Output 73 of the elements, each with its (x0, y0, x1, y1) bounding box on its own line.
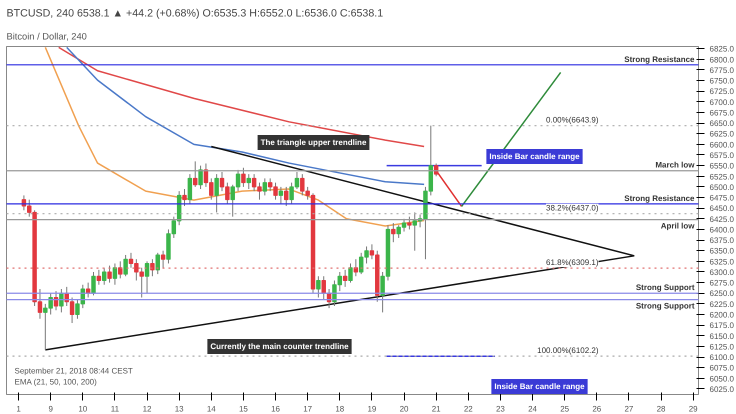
y-tick-label: 6750.0 (710, 76, 735, 86)
x-tick-label: 24 (528, 404, 538, 414)
y-tick-label: 6600.0 (710, 140, 735, 150)
ref-line-label: March low (655, 160, 696, 170)
y-tick-label: 6125.0 (710, 342, 735, 352)
ref-line-label: 61.8%(6309.1) (546, 258, 599, 268)
x-tick-label: 12 (142, 404, 152, 414)
y-tick-label: 6450.0 (710, 204, 735, 214)
ref-line-label: 38.2%(6437.0) (546, 204, 599, 213)
x-tick-label: 22 (464, 404, 474, 414)
y-tick-label: 6625.0 (710, 130, 735, 139)
x-tick-label: 21 (432, 404, 442, 414)
x-tick-label: 20 (400, 404, 410, 414)
y-tick-label: 6150.0 (710, 332, 735, 341)
y-tick-label: 6800.0 (710, 55, 735, 64)
y-tick-label: 6825.0 (710, 44, 735, 54)
y-tick-label: 6100.0 (710, 353, 735, 362)
ref-line-label: 100.00%(6102.2) (537, 346, 599, 356)
y-tick-label: 6200.0 (710, 310, 735, 320)
x-tick-label: 28 (656, 404, 666, 414)
y-tick-label: 6775.0 (710, 66, 735, 75)
x-tick-label: 9 (48, 404, 54, 414)
chart-subtitle: Bitcoin / Dollar, 240 (6, 32, 87, 42)
x-tick-label: 29 (688, 404, 698, 414)
y-tick-label: 6700.0 (710, 98, 735, 107)
x-tick-label: 26 (592, 404, 602, 414)
ref-line-label: 0.00%(6643.9) (546, 116, 599, 125)
y-tick-label: 6350.0 (710, 246, 735, 256)
y-tick-label: 6475.0 (710, 194, 735, 203)
chart-title: BTCUSD, 240 6538.1 ▲ +44.2 (+0.68%) O:6535.3 H:6552.0 L:6536.0 C:6538.1 (6, 8, 384, 20)
y-tick-label: 6650.0 (710, 119, 735, 128)
y-tick-label: 6175.0 (710, 321, 735, 330)
x-tick-label: 16 (271, 404, 281, 414)
x-tick-label: 15 (238, 404, 248, 414)
y-tick-label: 6375.0 (710, 236, 735, 246)
y-tick-label: 6225.0 (710, 300, 735, 309)
annotation: Inside Bar candle range (494, 382, 586, 391)
ref-line-label: Strong Support (636, 302, 695, 311)
x-tick-label: 27 (624, 404, 634, 414)
y-tick-label: 6050.0 (710, 374, 735, 384)
y-tick-label: 6575.0 (710, 150, 735, 160)
x-tick-label: 13 (174, 404, 184, 414)
y-tick-label: 6025.0 (710, 384, 735, 394)
x-tick-label: 10 (78, 404, 88, 414)
y-tick-label: 6525.0 (710, 172, 735, 182)
y-tick-label: 6275.0 (710, 278, 735, 288)
ref-line-label: Strong Resistance (624, 194, 696, 203)
y-tick-label: 6425.0 (710, 214, 735, 224)
y-tick-label: 6300.0 (710, 268, 735, 277)
annotation: The triangle upper trendline (260, 138, 367, 147)
x-tick-label: 18 (335, 404, 345, 414)
x-tick-label: 23 (496, 404, 506, 414)
y-tick-label: 6675.0 (710, 108, 735, 118)
x-tick-label: 14 (206, 404, 216, 414)
y-tick-label: 6500.0 (710, 182, 735, 192)
annotation: Currently the main counter trendline (210, 342, 350, 351)
annotation: EMA (21, 50, 100, 200) (14, 378, 98, 386)
y-tick-label: 6325.0 (710, 257, 735, 266)
ref-line-label: Strong Resistance (624, 54, 696, 64)
x-tick-label: 17 (303, 404, 313, 414)
ref-line-label: April low (660, 222, 696, 231)
x-tick-label: 19 (367, 404, 377, 414)
x-tick-label: 11 (110, 404, 120, 414)
y-tick-label: 6550.0 (710, 162, 735, 171)
x-tick-label: 1 (16, 404, 22, 414)
y-tick-label: 6250.0 (710, 289, 735, 298)
x-tick-label: 25 (560, 404, 570, 414)
y-tick-label: 6725.0 (710, 87, 735, 96)
y-tick-label: 6075.0 (710, 364, 735, 373)
annotation: Inside Bar candle range (489, 152, 580, 161)
ref-line-label: Strong Support (636, 283, 695, 292)
annotation: September 21, 2018 08:44 CEST (14, 366, 133, 376)
y-tick-label: 6400.0 (710, 225, 735, 234)
